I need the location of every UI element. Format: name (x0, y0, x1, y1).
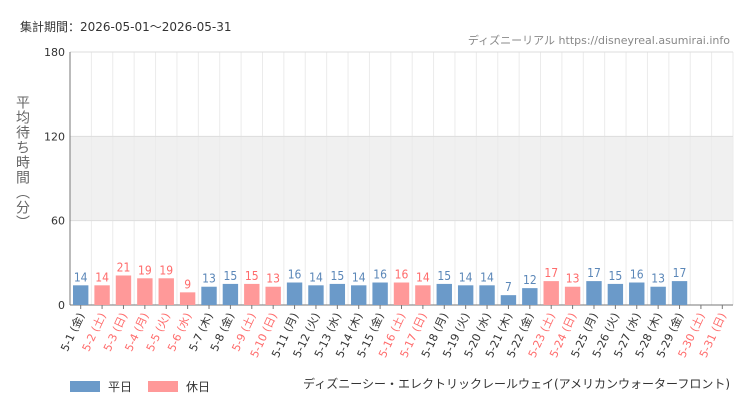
bar (179, 292, 196, 305)
bar (244, 283, 260, 305)
bar (351, 285, 367, 305)
data-label: 17 (544, 266, 558, 280)
bar (137, 278, 153, 305)
bar (115, 275, 132, 305)
bar (72, 285, 89, 305)
data-label: 9 (184, 277, 191, 291)
data-label: 19 (138, 263, 152, 277)
y-tick-label: 120 (44, 130, 65, 143)
legend-label-holiday: 休日 (186, 380, 211, 394)
legend-swatch-holiday (148, 381, 179, 392)
legend-swatch-weekday (70, 381, 100, 392)
data-label: 13 (566, 272, 580, 286)
bar (543, 281, 559, 305)
data-label: 14 (352, 270, 366, 284)
bar (222, 283, 239, 305)
plot-band (70, 136, 733, 221)
site-credit: ディズニーリアル https://disneyreal.asumirai.inf… (467, 34, 730, 47)
data-label: 19 (159, 263, 173, 277)
data-label: 13 (266, 272, 280, 286)
bar (650, 286, 666, 305)
data-label: 14 (74, 270, 88, 284)
data-label: 12 (523, 273, 537, 287)
legend-label-weekday: 平日 (108, 380, 133, 394)
data-label: 7 (505, 280, 512, 294)
data-label: 14 (95, 270, 109, 284)
data-label: 16 (288, 268, 302, 282)
data-label: 17 (673, 266, 687, 280)
bar (671, 281, 688, 305)
bar (607, 283, 624, 305)
bar (201, 286, 217, 305)
y-tick-label: 180 (44, 46, 65, 59)
y-axis-label: 平均待ち時間（分） (14, 95, 30, 230)
legend: 平日 休日 (70, 378, 226, 395)
data-label: 15 (330, 269, 344, 283)
data-label: 15 (437, 269, 451, 283)
bar (436, 283, 452, 305)
bar (500, 295, 517, 305)
data-label: 14 (416, 270, 430, 284)
bar (329, 283, 346, 305)
bar (479, 285, 495, 305)
bar (372, 282, 388, 305)
legend-item-holiday: 休日 (148, 378, 210, 395)
data-label: 14 (309, 270, 323, 284)
data-label: 13 (651, 272, 665, 286)
data-label: 17 (587, 266, 601, 280)
data-label: 16 (630, 268, 644, 282)
bar (629, 282, 645, 305)
bar (522, 288, 538, 305)
data-label: 15 (224, 269, 238, 283)
bar (158, 278, 174, 305)
bar (286, 282, 303, 305)
bar (586, 281, 602, 305)
bar (265, 286, 281, 305)
bar (308, 285, 324, 305)
data-label: 21 (117, 260, 131, 274)
y-tick-label: 0 (58, 299, 65, 312)
bar (564, 286, 581, 305)
bar (457, 285, 474, 305)
data-label: 14 (480, 270, 494, 284)
bar (415, 285, 431, 305)
data-label: 15 (245, 269, 259, 283)
period-label: 集計期間：2026-05-01〜2026-05-31 (20, 20, 232, 34)
data-label: 14 (459, 270, 473, 284)
data-label: 15 (609, 269, 623, 283)
bar (393, 282, 410, 305)
bar (94, 285, 110, 305)
attraction-name: ディズニーシー・エレクトリックレールウェイ(アメリカンウォーターフロント) (303, 377, 730, 391)
data-label: 16 (373, 268, 387, 282)
legend-item-weekday: 平日 (70, 378, 132, 395)
data-label: 13 (202, 272, 216, 286)
y-tick-label: 60 (51, 215, 65, 228)
data-label: 16 (395, 268, 409, 282)
